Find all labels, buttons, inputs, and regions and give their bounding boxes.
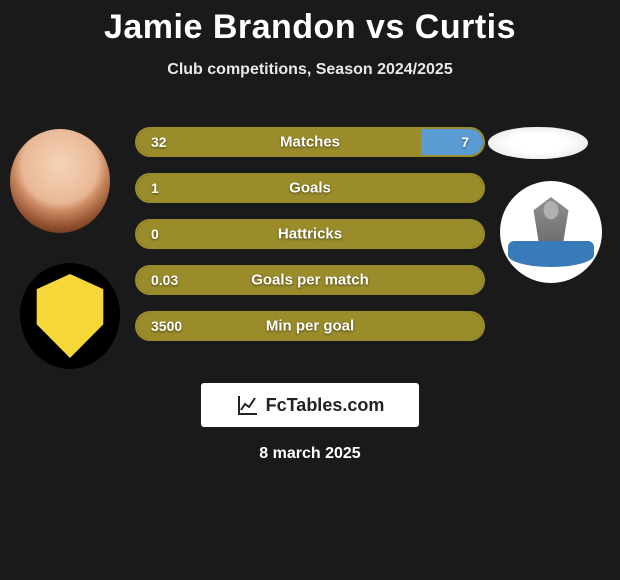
comparison-panel: 32 Matches 7 1 Goals 0 Hattricks 0.03 Goals per … <box>0 105 620 375</box>
stat-value-left: 0.03 <box>151 272 178 288</box>
stat-label: Goals per match <box>251 272 369 289</box>
stat-row: 32 Matches 7 <box>135 127 485 157</box>
stat-value-right: 7 <box>461 134 469 150</box>
chart-icon <box>236 393 260 417</box>
club-left-shield <box>20 263 120 369</box>
club-left-crest-inner <box>33 274 107 358</box>
club-right-ribbon <box>508 241 594 267</box>
stat-label: Matches <box>280 134 340 151</box>
page-title: Jamie Brandon vs Curtis <box>0 0 620 47</box>
page-subtitle: Club competitions, Season 2024/2025 <box>0 61 620 79</box>
stat-label: Hattricks <box>278 226 342 243</box>
stat-value-left: 3500 <box>151 318 182 334</box>
stat-row: 0 Hattricks <box>135 219 485 249</box>
brand-badge[interactable]: FcTables.com <box>201 383 419 427</box>
stat-row: 0.03 Goals per match <box>135 265 485 295</box>
stat-row: 3500 Min per goal <box>135 311 485 341</box>
stat-value-left: 0 <box>151 226 159 242</box>
brand-text: FcTables.com <box>266 395 385 416</box>
stat-label: Min per goal <box>266 318 354 335</box>
club-left-badge <box>20 263 120 369</box>
club-right-crest-inner <box>500 181 602 283</box>
stat-label: Goals <box>289 180 331 197</box>
stat-fill-right <box>421 129 483 155</box>
date-label: 8 march 2025 <box>0 445 620 463</box>
player-left-avatar <box>10 129 110 233</box>
club-right-badge <box>500 181 602 283</box>
stat-fill-left <box>137 129 421 155</box>
stat-row: 1 Goals <box>135 173 485 203</box>
stat-value-left: 32 <box>151 134 167 150</box>
stat-value-left: 1 <box>151 180 159 196</box>
club-right-eagle-icon <box>526 197 576 241</box>
stat-bars: 32 Matches 7 1 Goals 0 Hattricks 0.03 Goals per … <box>135 127 485 357</box>
player-right-avatar <box>488 127 588 159</box>
